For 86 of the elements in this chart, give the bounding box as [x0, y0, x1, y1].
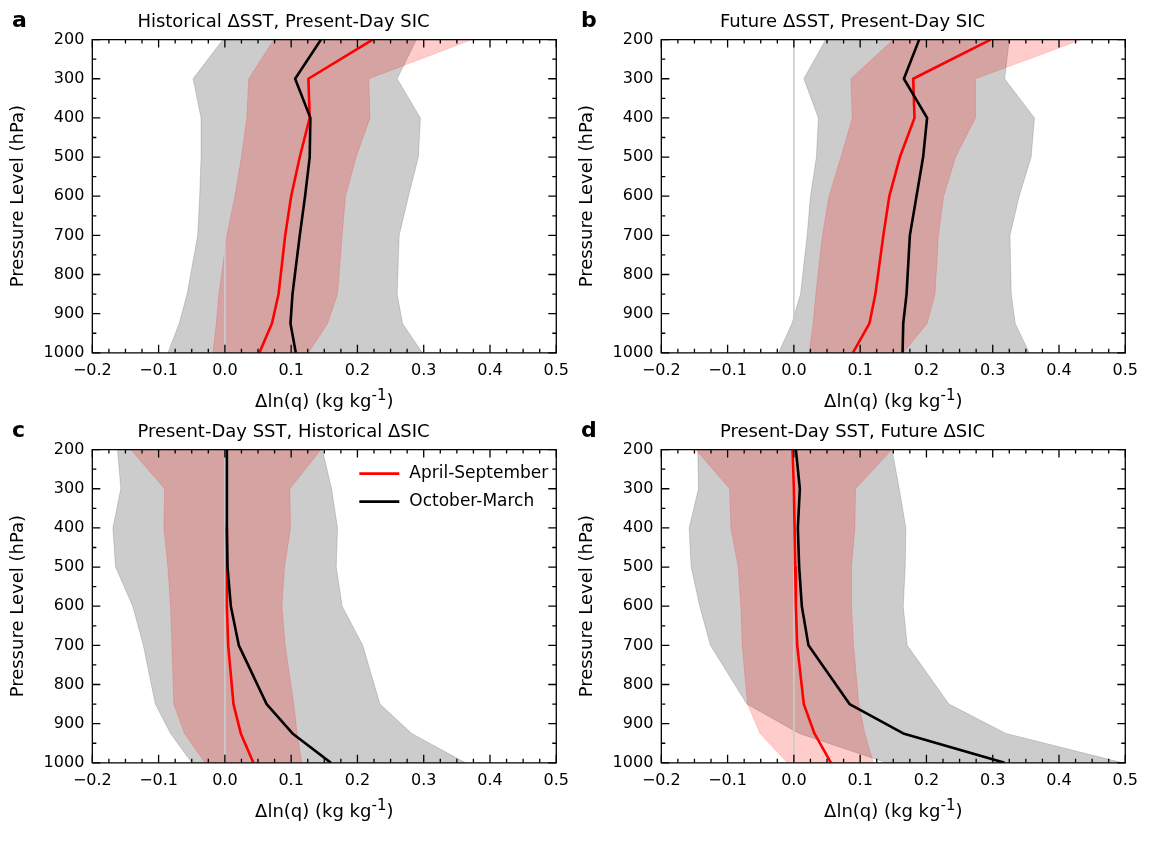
- y-tick-label: 200: [53, 438, 85, 458]
- y-tick-label: 1000: [612, 751, 654, 771]
- y-tick-label: 300: [53, 67, 85, 87]
- y-axis-title: Pressure Level (hPa): [575, 515, 597, 698]
- y-tick-label: 600: [53, 185, 85, 205]
- y-tick-label: 300: [622, 477, 654, 497]
- chart-title: Present-Day SST, Future ΔSIC: [719, 420, 986, 442]
- x-tick-label: 0.2: [344, 769, 371, 789]
- x-tick-label: −0.1: [139, 769, 179, 789]
- y-tick-label: 400: [622, 107, 654, 127]
- y-tick-label: 700: [53, 224, 85, 244]
- y-tick-label: 800: [622, 263, 654, 283]
- y-tick-label: 400: [53, 517, 85, 537]
- x-tick-label: 0.5: [543, 359, 569, 379]
- chart-title: Present-Day SST, Historical ΔSIC: [137, 420, 430, 442]
- x-tick-label: 0.2: [344, 359, 371, 379]
- text: a: [12, 6, 27, 32]
- chart-title: Historical ΔSST, Present-Day SIC: [137, 10, 430, 32]
- x-tick-label: −0.2: [641, 769, 681, 789]
- y-tick-label: 300: [622, 67, 654, 87]
- y-tick-label: 300: [53, 477, 85, 497]
- x-tick-label: 0.3: [410, 359, 437, 379]
- text: d: [581, 416, 597, 442]
- y-tick-label: 900: [622, 712, 654, 732]
- y-tick-label: 700: [622, 224, 654, 244]
- y-tick-label: 200: [622, 28, 654, 48]
- y-tick-label: 500: [622, 556, 654, 576]
- legend-label: October-March: [409, 490, 535, 511]
- y-tick-label: 600: [622, 185, 654, 205]
- y-tick-label: 800: [622, 673, 654, 693]
- y-tick-label: 1000: [43, 341, 85, 361]
- x-tick-label: 0.4: [1046, 769, 1072, 789]
- x-tick-label: 0.5: [1112, 769, 1138, 789]
- y-tick-label: 500: [53, 556, 85, 576]
- x-tick-label: 0.0: [212, 359, 238, 379]
- y-axis-title: Pressure Level (hPa): [6, 105, 28, 288]
- x-tick-label: 0.3: [979, 359, 1006, 379]
- y-tick-label: 1000: [612, 341, 654, 361]
- x-tick-label: 0.1: [847, 359, 873, 379]
- x-tick-label: −0.1: [708, 769, 748, 789]
- x-tick-label: −0.2: [641, 359, 681, 379]
- legend-label: April-September: [409, 462, 549, 483]
- y-tick-label: 600: [622, 595, 654, 615]
- x-tick-label: 0.2: [913, 359, 940, 379]
- y-tick-label: 600: [53, 595, 85, 615]
- x-axis-title: Δln(q) (kg kg$^{-1}$): [254, 796, 395, 821]
- y-tick-label: 200: [622, 438, 654, 458]
- x-tick-label: −0.1: [708, 359, 748, 379]
- x-tick-label: 0.3: [410, 769, 437, 789]
- y-tick-label: 500: [622, 146, 654, 166]
- x-tick-label: 0.5: [543, 769, 569, 789]
- y-tick-label: 900: [53, 302, 85, 322]
- x-axis-title: Δln(q) (kg kg$^{-1}$): [254, 386, 395, 411]
- x-tick-label: 0.1: [278, 359, 304, 379]
- y-tick-label: 200: [53, 28, 85, 48]
- text: b: [581, 6, 597, 32]
- x-tick-label: 0.2: [913, 769, 940, 789]
- y-tick-label: 800: [53, 263, 85, 283]
- y-axis-title: Pressure Level (hPa): [575, 105, 597, 288]
- y-tick-label: 700: [53, 634, 85, 654]
- x-axis-title: Δln(q) (kg kg$^{-1}$): [823, 386, 964, 411]
- x-tick-label: 0.1: [278, 769, 304, 789]
- y-tick-label: 500: [53, 146, 85, 166]
- y-tick-label: 900: [622, 302, 654, 322]
- y-tick-label: 800: [53, 673, 85, 693]
- y-tick-label: 900: [53, 712, 85, 732]
- x-tick-label: 0.4: [477, 769, 503, 789]
- x-tick-label: 0.0: [781, 769, 807, 789]
- x-tick-label: −0.1: [139, 359, 179, 379]
- y-tick-label: 1000: [43, 751, 85, 771]
- chart-title: Future ΔSST, Present-Day SIC: [719, 10, 986, 32]
- x-tick-label: −0.2: [72, 769, 112, 789]
- y-tick-label: 400: [622, 517, 654, 537]
- x-tick-label: 0.0: [781, 359, 807, 379]
- x-axis-title: Δln(q) (kg kg$^{-1}$): [823, 796, 964, 821]
- y-tick-label: 700: [622, 634, 654, 654]
- y-tick-label: 400: [53, 107, 85, 127]
- y-axis-title: Pressure Level (hPa): [6, 515, 28, 698]
- text: c: [12, 416, 26, 442]
- x-tick-label: 0.5: [1112, 359, 1138, 379]
- x-tick-label: 0.0: [212, 769, 238, 789]
- x-tick-label: −0.2: [72, 359, 112, 379]
- x-tick-label: 0.4: [1046, 359, 1072, 379]
- x-tick-label: 0.4: [477, 359, 503, 379]
- x-tick-label: 0.1: [847, 769, 873, 789]
- x-tick-label: 0.3: [979, 769, 1006, 789]
